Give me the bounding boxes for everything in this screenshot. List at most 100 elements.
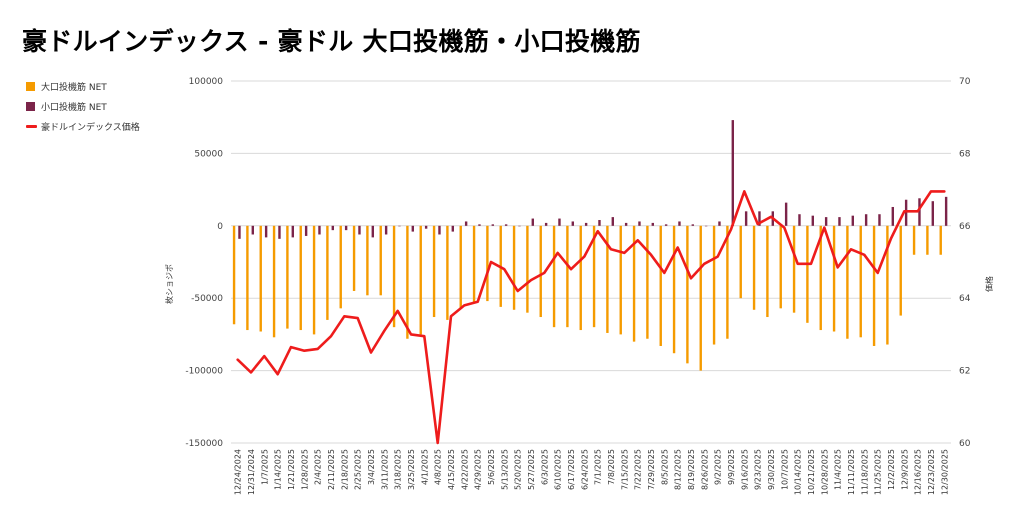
y-axis-label: 枚ショジポ [164, 264, 174, 304]
bar-small-speculators [651, 222, 654, 226]
x-tick-label: 1/21/2025 [287, 449, 296, 490]
bar-small-speculators [931, 201, 934, 226]
bar-small-speculators [478, 224, 481, 226]
bar-large-speculators [792, 225, 796, 313]
bar-small-speculators [598, 220, 601, 226]
bar-small-speculators [451, 225, 454, 232]
x-tick-label: 5/6/2025 [487, 449, 496, 485]
bar-small-speculators [744, 211, 748, 226]
x-tick-label: 2/25/2025 [354, 449, 363, 490]
x-tick-label: 11/11/2025 [847, 449, 856, 495]
x-tick-label: 7/1/2025 [594, 449, 603, 485]
bar-large-speculators [486, 225, 489, 302]
x-tick-label: 12/2/2025 [887, 449, 896, 490]
bar-large-speculators [846, 225, 849, 339]
x-tick-label: 12/23/2025 [927, 449, 936, 495]
bar-large-speculators [272, 225, 276, 338]
bar-large-speculators [619, 225, 622, 335]
x-tick-label: 3/25/2025 [407, 449, 416, 490]
x-tick-label: 8/26/2025 [700, 449, 709, 490]
bar-large-speculators [819, 225, 822, 331]
x-tick-label: 9/16/2025 [740, 449, 749, 490]
bar-small-speculators [811, 215, 814, 226]
bar-small-speculators [944, 196, 948, 226]
x-tick-label: 8/19/2025 [687, 449, 696, 490]
x-tick-label: 10/14/2025 [794, 449, 803, 495]
legend-item-small-speculators: 小口投機筋 NET [26, 96, 140, 116]
bar-large-speculators [472, 225, 476, 303]
x-tick-label: 6/3/2025 [540, 449, 549, 485]
bar-small-speculators [238, 225, 241, 239]
x-tick-label: 12/30/2025 [940, 449, 949, 495]
bar-large-speculators [459, 225, 462, 309]
x-tick-label: 10/21/2025 [807, 449, 816, 495]
bar-small-speculators [544, 222, 548, 226]
bar-large-speculators [339, 225, 342, 309]
x-tick-label: 10/7/2025 [780, 449, 789, 490]
bar-small-speculators [304, 225, 308, 236]
bar-large-speculators [912, 225, 916, 255]
bar-small-speculators [358, 225, 361, 235]
bar-small-speculators [718, 221, 721, 226]
x-tick-label: 8/12/2025 [674, 449, 683, 490]
bar-large-speculators [712, 225, 716, 345]
bar-small-speculators [291, 225, 294, 238]
bar-small-speculators [691, 224, 694, 226]
bar-small-speculators [758, 211, 761, 226]
x-tick-label: 4/8/2025 [434, 449, 443, 485]
bar-small-speculators [251, 225, 254, 235]
x-tick-label: 10/28/2025 [820, 449, 829, 495]
bar-large-speculators [939, 225, 942, 255]
bar-small-speculators [571, 221, 574, 226]
x-tick-label: 4/1/2025 [420, 449, 429, 485]
bar-large-speculators [379, 225, 382, 296]
legend-swatch-small [26, 101, 35, 111]
x-tick-label: 9/2/2025 [714, 449, 723, 485]
bar-small-speculators [491, 224, 494, 226]
x-tick-label: 5/27/2025 [527, 449, 536, 490]
x-tick-label: 3/11/2025 [380, 449, 389, 490]
bar-small-speculators [624, 222, 628, 226]
x-tick-label: 5/13/2025 [500, 449, 509, 490]
bar-large-speculators [446, 225, 449, 320]
bar-large-speculators [526, 225, 529, 313]
bar-large-speculators [539, 225, 542, 318]
y-tick-label: 50000 [194, 149, 223, 159]
bar-large-speculators [779, 225, 782, 309]
x-tick-label: 1/28/2025 [300, 449, 309, 490]
legend-label-price: 豪ドルインデックス価格 [41, 122, 140, 133]
bar-small-speculators [864, 214, 868, 226]
bar-large-speculators [232, 225, 236, 325]
x-tick-label: 9/30/2025 [767, 449, 776, 490]
bar-small-speculators [664, 224, 668, 226]
x-tick-label: 11/4/2025 [834, 449, 843, 490]
bar-large-speculators [246, 225, 249, 331]
bar-small-speculators [851, 215, 854, 226]
bar-large-speculators [699, 225, 702, 371]
x-tick-label: 7/8/2025 [607, 449, 616, 485]
bar-large-speculators [566, 225, 569, 328]
y2-tick-label: 70 [959, 77, 971, 87]
bar-small-speculators [398, 225, 401, 227]
bar-small-speculators [824, 217, 828, 226]
bar-large-speculators [672, 225, 676, 354]
bar-large-speculators [352, 225, 356, 291]
bar-small-speculators [878, 214, 881, 226]
x-tick-label: 9/9/2025 [727, 449, 736, 485]
x-tick-label: 9/23/2025 [754, 449, 763, 490]
y2-tick-label: 64 [959, 294, 971, 304]
y-tick-label: -100000 [185, 367, 223, 377]
bar-large-speculators [286, 225, 289, 329]
x-tick-label: 2/11/2025 [327, 449, 336, 490]
bar-large-speculators [899, 225, 902, 316]
x-tick-label: 1/14/2025 [274, 449, 283, 490]
legend: 大口投機筋 NET 小口投機筋 NET 豪ドルインデックス価格 [26, 76, 140, 136]
x-tick-label: 5/20/2025 [514, 449, 523, 490]
x-tick-label: 6/17/2025 [567, 449, 576, 490]
x-tick-label: 3/18/2025 [394, 449, 403, 490]
x-tick-label: 8/5/2025 [660, 449, 669, 485]
bar-small-speculators [798, 214, 801, 226]
bar-large-speculators [872, 225, 876, 346]
x-tick-label: 12/9/2025 [900, 449, 909, 490]
bar-large-speculators [432, 225, 436, 318]
